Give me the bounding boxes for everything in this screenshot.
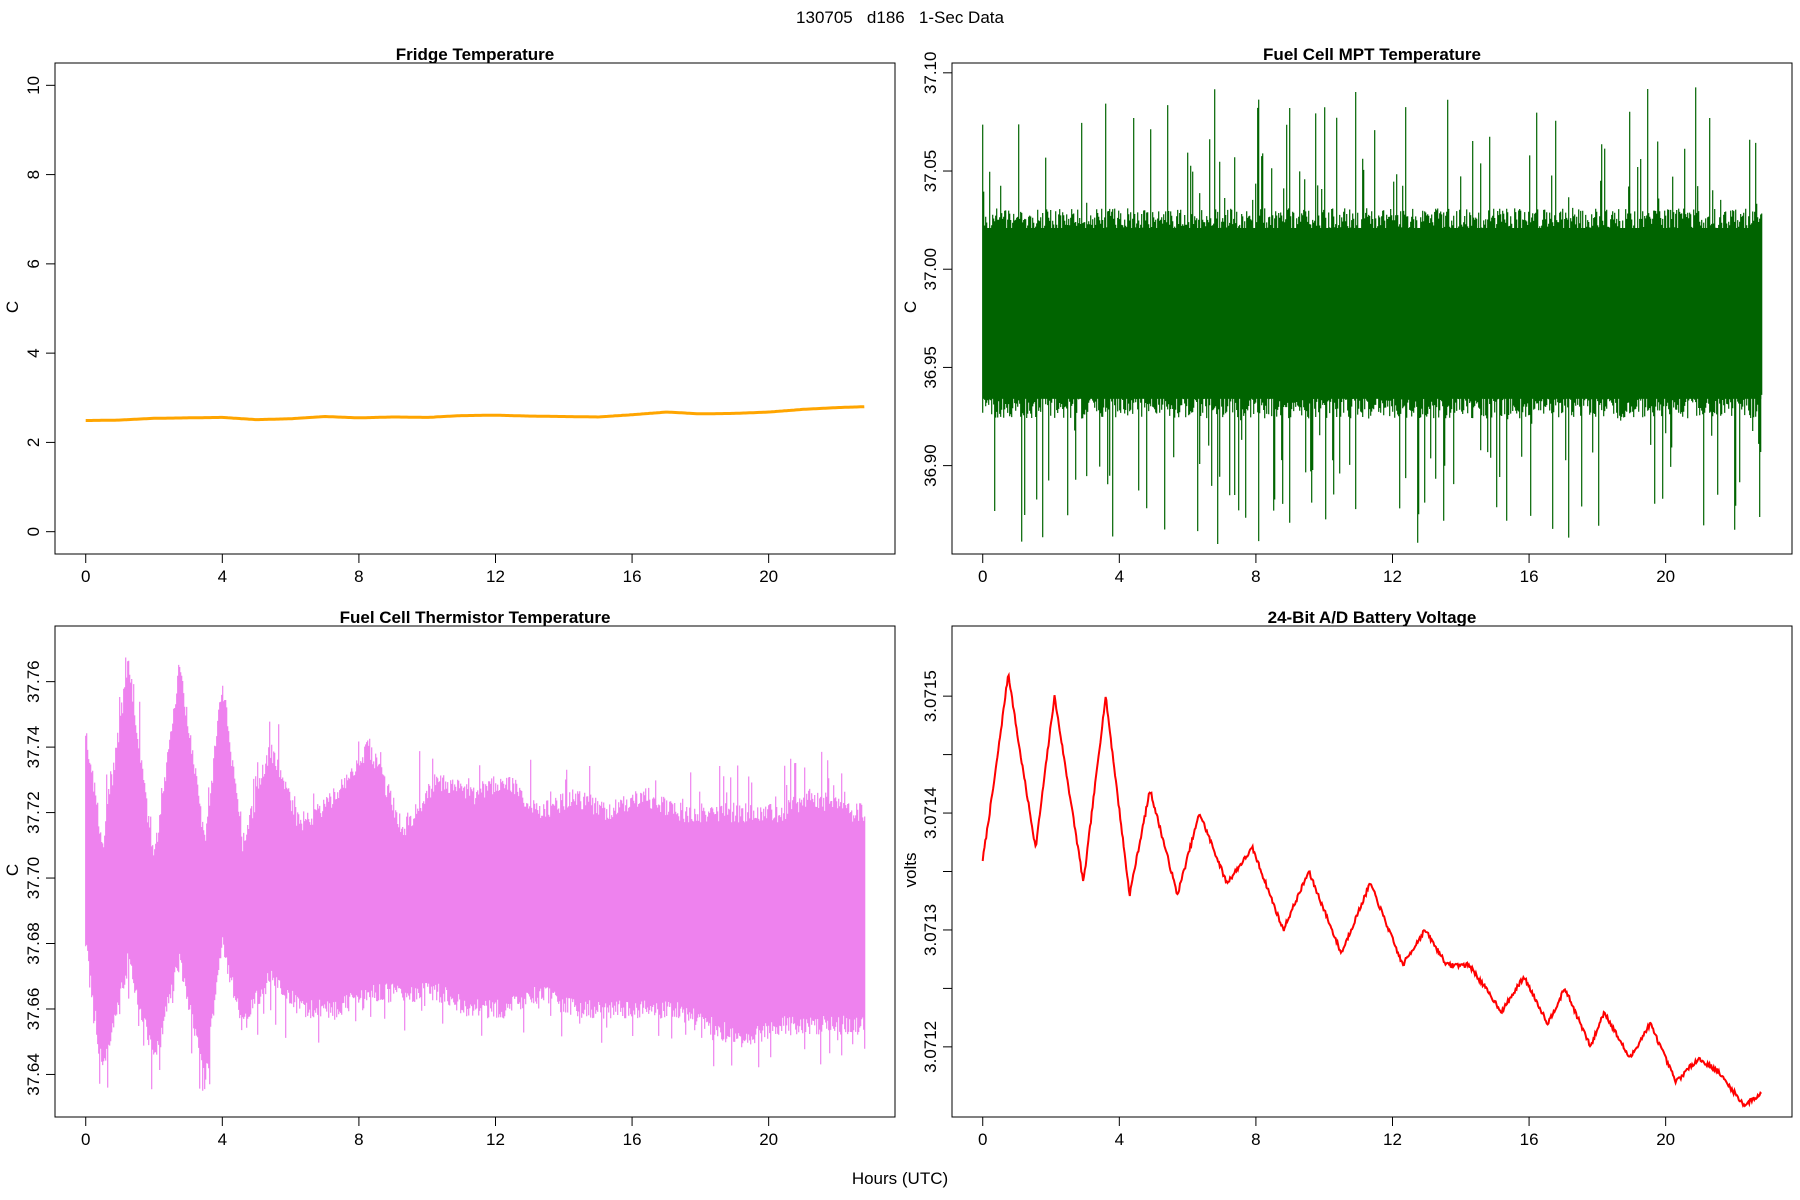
fridge-ylabel: C [3,301,22,313]
mpt-xtick-label: 16 [1520,567,1539,586]
mpt-ytick-label: 37.05 [921,150,940,193]
mpt-ticks: 0 4 8 12 16 20 36.90 36.95 37.00 37.05 37.10 [921,52,1675,586]
mpt-xtick-label: 0 [978,567,987,586]
mpt-title: Fuel Cell MPT Temperature [1263,45,1481,64]
battery-xtick-label: 16 [1520,1130,1539,1149]
battery-xtick-label: 0 [978,1130,987,1149]
figure-title: 130705 d186 1-Sec Data [796,8,1004,27]
battery-xtick-label: 4 [1115,1130,1124,1149]
battery-data [981,671,1763,1108]
battery-ticks: 0 4 8 12 16 20 3.0712 3.0713 3.0714 3.0715 [921,670,1675,1149]
panel-battery: 24-Bit A/D Battery Voltage volts 0 4 8 12 16… [901,608,1793,1149]
mpt-ylabel: C [901,301,920,313]
fridge-ytick-label: 4 [24,348,43,357]
mpt-xtick-label: 12 [1383,567,1402,586]
thermistor-ytick-label: 37.76 [24,660,43,703]
thermistor-xtick-label: 4 [218,1130,227,1149]
mpt-xtick-label: 8 [1251,567,1260,586]
thermistor-ytick-label: 37.70 [24,857,43,900]
fridge-ytick-label: 8 [24,170,43,179]
battery-series-line [981,671,1763,1108]
panel-thermistor: Fuel Cell Thermistor Temperature C 0 4 8 12… [3,608,896,1149]
battery-ytick-label: 3.0713 [921,904,940,956]
fridge-xtick-label: 12 [486,567,505,586]
thermistor-xtick-label: 8 [354,1130,363,1149]
figure-xlabel: Hours (UTC) [852,1169,948,1188]
battery-ytick-label: 3.0712 [921,1021,940,1073]
mpt-ytick-label: 36.95 [921,346,940,389]
panel-fridge: Fridge Temperature C 0 4 8 12 16 20 0 2 4 6 8 10 [3,45,896,586]
battery-plot-frame [951,625,1793,1118]
mpt-data [982,87,1763,544]
fridge-xtick-label: 20 [759,567,778,586]
thermistor-ticks: 0 4 8 12 16 20 37.64 37.66 37.68 37.70 37.72 37.74 3… [24,660,778,1149]
thermistor-data [85,657,866,1091]
thermistor-ytick-label: 37.74 [24,726,43,769]
battery-ytick-label: 3.0714 [921,787,940,839]
battery-xtick-label: 20 [1656,1130,1675,1149]
mpt-series-band [982,227,1762,399]
thermistor-plot-frame [54,625,896,1118]
battery-xtick-label: 8 [1251,1130,1260,1149]
thermistor-xtick-label: 20 [759,1130,778,1149]
thermistor-xtick-label: 0 [81,1130,90,1149]
fridge-xtick-label: 0 [81,567,90,586]
battery-ylabel: volts [901,853,920,888]
fridge-plot-frame [54,62,896,555]
battery-ytick-label: 3.0715 [921,670,940,722]
thermistor-xtick-label: 12 [486,1130,505,1149]
fridge-title: Fridge Temperature [396,45,554,64]
battery-xtick-label: 12 [1383,1130,1402,1149]
mpt-xtick-label: 4 [1115,567,1124,586]
thermistor-ytick-label: 37.66 [24,988,43,1031]
thermistor-series-line [85,657,866,1091]
fridge-xtick-label: 8 [354,567,363,586]
thermistor-ytick-label: 37.72 [24,791,43,834]
fridge-ytick-label: 0 [24,527,43,536]
fridge-xtick-label: 16 [623,567,642,586]
fridge-data [85,405,865,422]
mpt-ytick-label: 37.00 [921,248,940,291]
fridge-ytick-label: 2 [24,438,43,447]
mpt-ytick-label: 36.90 [921,444,940,487]
mpt-plot-frame [951,62,1793,555]
thermistor-title: Fuel Cell Thermistor Temperature [340,608,611,627]
fridge-ticks: 0 4 8 12 16 20 0 2 4 6 8 10 [24,76,778,586]
fridge-series-line [85,405,865,422]
mpt-ytick-label: 37.10 [921,52,940,95]
thermistor-xtick-label: 16 [623,1130,642,1149]
thermistor-ytick-label: 37.68 [24,922,43,965]
fridge-ytick-label: 6 [24,259,43,268]
battery-title: 24-Bit A/D Battery Voltage [1268,608,1477,627]
thermistor-ytick-label: 37.64 [24,1053,43,1096]
fridge-xtick-label: 4 [218,567,227,586]
fridge-ytick-label: 10 [24,76,43,95]
thermistor-ylabel: C [3,864,22,876]
mpt-xtick-label: 20 [1656,567,1675,586]
panel-mpt: Fuel Cell MPT Temperature C 0 4 8 12 16 20 36.… [901,45,1793,586]
